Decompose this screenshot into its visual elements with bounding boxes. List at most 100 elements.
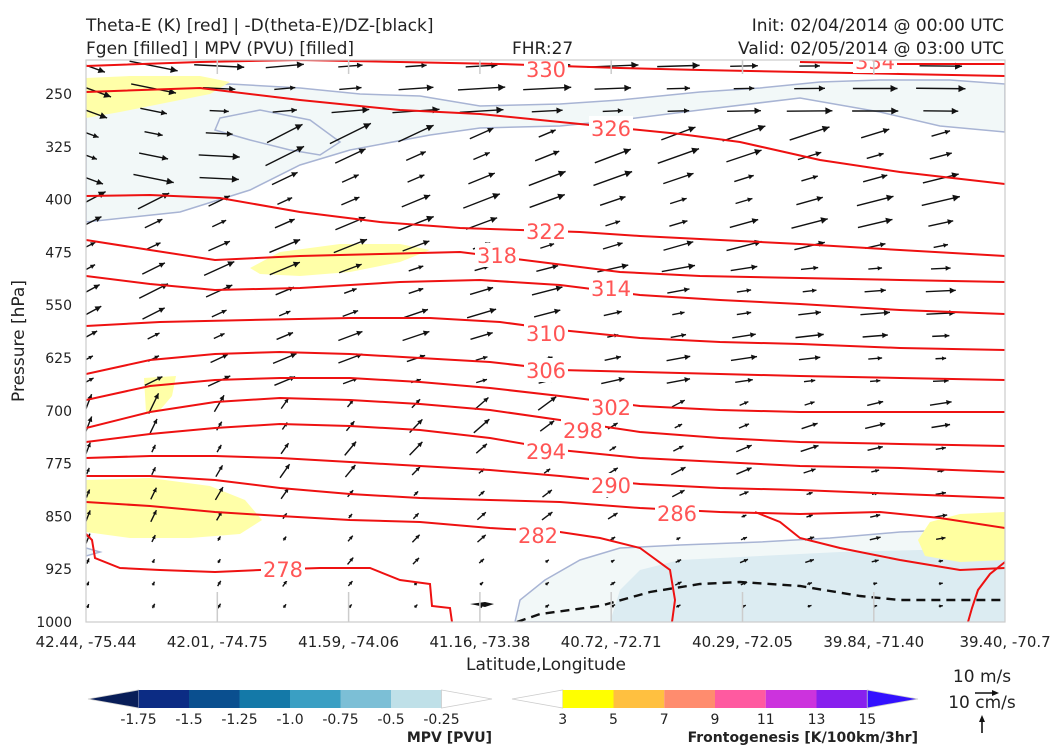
wind-vector-head bbox=[290, 353, 297, 359]
wind-vector-head bbox=[86, 489, 90, 494]
contour-label: 298 bbox=[563, 419, 603, 443]
wind-vector-head bbox=[351, 288, 357, 293]
wind-vector-head bbox=[613, 422, 618, 427]
wind-vector-head bbox=[353, 196, 360, 202]
wind-vector-head bbox=[686, 172, 694, 179]
wind-vector-head bbox=[482, 443, 487, 449]
y-tick-label: 550 bbox=[45, 298, 72, 314]
wind-key-vertical-arrowhead bbox=[979, 715, 985, 722]
colorbar-cell bbox=[562, 690, 614, 708]
wind-vector-head bbox=[291, 107, 297, 114]
wind-vector-head bbox=[156, 376, 163, 382]
x-tick-label: 42.01, -74.75 bbox=[167, 633, 268, 651]
contour-label-bg bbox=[516, 523, 560, 547]
wind-vector-head bbox=[86, 581, 90, 586]
wind-vector-head bbox=[746, 467, 752, 472]
wind-vector-head bbox=[545, 559, 549, 564]
wind-vector-head bbox=[945, 265, 951, 271]
wind-vector-head bbox=[939, 604, 943, 608]
wind-vector-head bbox=[879, 422, 886, 428]
wind-vector-head bbox=[952, 194, 960, 202]
wind-vector-head bbox=[227, 261, 235, 268]
x-axis-label: Latitude,Longitude bbox=[466, 655, 626, 675]
wind-vector-head bbox=[350, 464, 356, 470]
wind-vector-head bbox=[808, 582, 812, 586]
contour-label-bg bbox=[524, 439, 568, 463]
wind-vector-head bbox=[746, 310, 752, 316]
mpv-fill-upper-left bbox=[213, 109, 342, 156]
fgen-fill-top-left bbox=[86, 76, 230, 118]
y-axis-label: Pressure [hPa] bbox=[9, 280, 29, 402]
wind-vector-head bbox=[815, 310, 821, 316]
wind-vector-head bbox=[170, 66, 178, 73]
contour-label-bg bbox=[589, 395, 633, 419]
wind-vector bbox=[722, 125, 766, 142]
y-tick-label: 475 bbox=[45, 245, 72, 261]
wind-vector bbox=[86, 87, 112, 98]
colorbar-tick-label: 11 bbox=[757, 712, 775, 728]
wind-vector-head bbox=[814, 355, 821, 361]
colorbar-tick-label: 9 bbox=[711, 712, 720, 728]
wind-vector-head bbox=[617, 242, 623, 247]
wind-vector-head bbox=[747, 197, 753, 203]
wind-vector-head bbox=[356, 330, 363, 337]
wind-vector-head bbox=[158, 307, 165, 313]
wind-vector-head bbox=[743, 401, 749, 406]
wind-vector-head bbox=[415, 399, 421, 404]
wind-vector-head bbox=[103, 91, 112, 98]
wind-vector-head bbox=[483, 419, 490, 425]
wind-vector-head bbox=[490, 216, 498, 223]
wind-vector-head bbox=[876, 378, 881, 383]
wind-vector-head bbox=[941, 536, 946, 541]
wind-vector-head bbox=[810, 401, 815, 406]
wind-vector-head bbox=[219, 395, 225, 401]
wind-vector-head bbox=[879, 242, 886, 248]
y-tick-label: 850 bbox=[45, 509, 72, 525]
wind-vector-head bbox=[757, 125, 766, 132]
wind-vector-head bbox=[612, 513, 618, 517]
wind-vector-head bbox=[482, 355, 488, 360]
x-tick-label: 40.72, -72.71 bbox=[561, 633, 662, 651]
wind-vector-head bbox=[294, 124, 303, 131]
wind-vector-head bbox=[547, 512, 553, 517]
colorbar-tick-label: 7 bbox=[660, 712, 669, 728]
y-axis-ticks: 250 325 400 475 550 625 700 775 850 925 1000 bbox=[36, 87, 72, 631]
wind-vector-head bbox=[414, 491, 419, 496]
wind-vector-head bbox=[754, 107, 761, 114]
contour-label-bg bbox=[524, 358, 568, 382]
wind-vector-head bbox=[814, 63, 820, 69]
contour-282 bbox=[86, 501, 677, 622]
wind-vector-head bbox=[552, 264, 559, 270]
wind-vector-head bbox=[882, 332, 888, 339]
wind-vector-head bbox=[873, 582, 878, 586]
wind-vector-head bbox=[743, 559, 748, 563]
wind-vector-head bbox=[232, 153, 240, 161]
wind-vector-head bbox=[958, 85, 966, 93]
wind-vector-head bbox=[683, 287, 690, 293]
wind-vector-head bbox=[746, 288, 752, 293]
wind-vector-head bbox=[353, 174, 359, 179]
wind-vector-head bbox=[296, 146, 305, 153]
wind-vector-head bbox=[480, 558, 484, 563]
wind-vector-head bbox=[941, 446, 946, 451]
colorbar-tick-label: -0.5 bbox=[377, 712, 404, 728]
wind-vector-head bbox=[221, 220, 227, 225]
wind-vector-head bbox=[287, 332, 294, 337]
wind-vector-head bbox=[425, 125, 434, 132]
plot-frame bbox=[85, 59, 1006, 623]
colorbar-tick-label: 13 bbox=[808, 712, 826, 728]
y-tick-label: 1000 bbox=[36, 615, 72, 631]
wind-vector-head bbox=[553, 150, 560, 156]
wind-vector bbox=[657, 64, 700, 68]
contour-282-mid bbox=[754, 511, 1005, 572]
wind-vector-head bbox=[86, 467, 90, 472]
wind-vector-head bbox=[744, 423, 750, 428]
colorbar-cell bbox=[138, 690, 189, 708]
wind-vector-head bbox=[618, 376, 625, 383]
wind-vector-head bbox=[218, 487, 223, 493]
wind-vector-head bbox=[813, 444, 819, 450]
fgen-fill-mid bbox=[250, 244, 430, 276]
wind-vector-head bbox=[91, 331, 98, 336]
